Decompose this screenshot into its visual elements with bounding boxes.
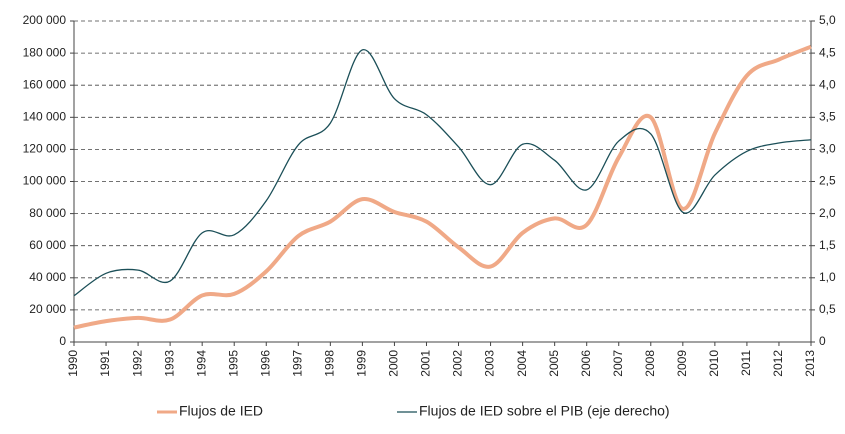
x-tick-label: 2004 — [515, 350, 529, 377]
legend-label: Flujos de IED — [179, 403, 263, 419]
y-tick-label: 140 000 — [23, 109, 67, 123]
x-tick-label: 2010 — [707, 350, 721, 377]
x-tick-label: 1993 — [162, 350, 176, 377]
x-tick-label: 2007 — [611, 350, 625, 377]
y2-tick-label: 1,0 — [819, 270, 836, 284]
x-tick-label: 1990 — [66, 350, 80, 377]
x-tick-label: 2006 — [579, 350, 593, 377]
y2-tick-label: 2,0 — [819, 206, 836, 220]
x-tick-label: 2005 — [547, 350, 561, 377]
x-tick-label: 1994 — [194, 350, 208, 377]
x-tick-label: 2000 — [387, 350, 401, 377]
y2-tick-label: 5,0 — [819, 13, 836, 27]
x-tick-label: 2011 — [739, 350, 753, 376]
x-tick-label: 1996 — [258, 350, 272, 377]
y-tick-label: 120 000 — [23, 142, 67, 156]
x-tick-label: 1999 — [355, 350, 369, 377]
y-tick-label: 0 — [59, 334, 66, 348]
y2-tick-label: 0 — [819, 334, 826, 348]
x-tick-label: 2002 — [451, 350, 465, 377]
y2-tick-label: 4,0 — [819, 77, 836, 91]
y-tick-label: 20 000 — [29, 302, 66, 316]
x-tick-label: 2003 — [483, 350, 497, 377]
x-tick-label: 2008 — [643, 350, 657, 377]
x-tick-label: 1995 — [226, 350, 240, 377]
y2-tick-label: 1,5 — [819, 238, 836, 252]
x-tick-label: 2001 — [419, 350, 433, 377]
y2-tick-label: 3,0 — [819, 142, 836, 156]
legend-label: Flujos de IED sobre el PIB (eje derecho) — [419, 403, 670, 419]
y2-tick-label: 2,5 — [819, 174, 836, 188]
y-tick-label: 80 000 — [29, 206, 66, 220]
y-tick-label: 40 000 — [29, 270, 66, 284]
x-tick-label: 1998 — [323, 350, 337, 377]
y-tick-label: 180 000 — [23, 45, 67, 59]
x-tick-label: 1991 — [98, 350, 112, 377]
x-tick-label: 1992 — [130, 350, 144, 377]
x-tick-label: 2012 — [771, 350, 785, 377]
y2-tick-label: 0,5 — [819, 302, 836, 316]
y-tick-label: 60 000 — [29, 238, 66, 252]
y2-tick-label: 3,5 — [819, 109, 836, 123]
x-tick-label: 2013 — [803, 350, 817, 377]
y2-tick-label: 4,5 — [819, 45, 836, 59]
x-tick-label: 2009 — [675, 350, 689, 377]
y-tick-label: 200 000 — [23, 13, 67, 27]
y-tick-label: 100 000 — [23, 174, 67, 188]
series-line — [73, 44, 812, 330]
series-line — [73, 49, 812, 297]
x-tick-label: 1997 — [290, 350, 304, 377]
y-tick-label: 160 000 — [23, 77, 67, 91]
